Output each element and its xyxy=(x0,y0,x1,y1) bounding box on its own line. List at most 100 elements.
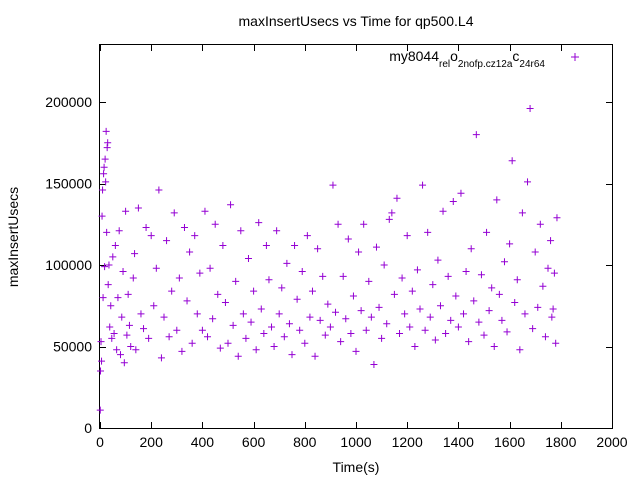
data-point xyxy=(360,220,368,228)
data-point xyxy=(196,269,204,277)
y-axis-label: maxInsertUsecs xyxy=(5,187,21,287)
data-point xyxy=(168,287,176,295)
data-point xyxy=(122,207,130,215)
data-point xyxy=(352,347,360,355)
data-point xyxy=(513,276,521,284)
data-point xyxy=(529,325,537,333)
data-point xyxy=(548,313,556,321)
data-point xyxy=(495,290,503,298)
plot-frame xyxy=(99,44,613,429)
data-point xyxy=(516,346,524,354)
data-point xyxy=(454,323,462,331)
data-point xyxy=(270,343,278,351)
data-point xyxy=(260,329,268,337)
data-point xyxy=(349,292,357,300)
data-point xyxy=(103,144,111,152)
data-point xyxy=(301,339,309,347)
data-point xyxy=(250,287,258,295)
data-point xyxy=(155,186,163,194)
data-point xyxy=(134,204,142,212)
data-point xyxy=(460,310,468,318)
data-point xyxy=(160,313,168,321)
chart-title: maxInsertUsecs vs Time for qp500.L4 xyxy=(239,13,474,29)
data-point xyxy=(344,235,352,243)
data-point xyxy=(431,336,439,344)
data-point xyxy=(219,241,227,249)
data-point xyxy=(536,220,544,228)
data-point xyxy=(424,228,432,236)
data-point xyxy=(247,318,255,326)
data-point xyxy=(308,287,316,295)
data-point xyxy=(426,313,434,321)
data-point xyxy=(303,232,311,240)
data-point xyxy=(337,338,345,346)
data-point xyxy=(145,334,153,342)
data-point xyxy=(118,313,126,321)
data-point xyxy=(201,207,209,215)
x-axis-label: Time(s) xyxy=(333,459,380,475)
data-point xyxy=(224,339,232,347)
data-point xyxy=(442,329,450,337)
data-point xyxy=(244,255,252,263)
data-point xyxy=(370,360,378,368)
data-point xyxy=(120,359,128,367)
data-point xyxy=(488,284,496,292)
data-point xyxy=(283,259,291,267)
data-point xyxy=(229,321,237,329)
data-point xyxy=(362,326,370,334)
data-points xyxy=(96,105,561,414)
data-point xyxy=(319,272,327,280)
y-tick-label: 100000 xyxy=(45,257,92,273)
data-point xyxy=(434,256,442,264)
data-point xyxy=(239,310,247,318)
data-point xyxy=(109,253,117,261)
data-point xyxy=(500,258,508,266)
data-point xyxy=(186,248,194,256)
data-point xyxy=(100,163,108,171)
data-point xyxy=(193,310,201,318)
data-point xyxy=(480,331,488,339)
data-point xyxy=(191,232,199,240)
data-point xyxy=(102,178,110,186)
data-point xyxy=(462,268,470,276)
data-point xyxy=(347,329,355,337)
data-point xyxy=(470,297,478,305)
data-point xyxy=(252,346,260,354)
data-point xyxy=(436,302,444,310)
x-tick-label: 1200 xyxy=(392,434,423,450)
data-point xyxy=(262,241,270,249)
data-point xyxy=(106,323,114,331)
data-point xyxy=(375,303,383,311)
data-point xyxy=(102,127,110,135)
data-point xyxy=(398,274,406,282)
data-point xyxy=(221,299,229,307)
data-point xyxy=(511,299,519,307)
y-axis: 0 50000 100000 150000 200000 xyxy=(45,94,612,436)
data-point xyxy=(198,326,206,334)
data-point xyxy=(372,243,380,251)
data-point xyxy=(99,294,107,302)
data-point xyxy=(275,310,283,318)
data-point xyxy=(104,281,112,289)
data-point xyxy=(204,333,212,341)
data-point xyxy=(326,323,334,331)
data-point xyxy=(163,237,171,245)
data-point xyxy=(467,245,475,253)
data-point xyxy=(293,295,301,303)
data-point xyxy=(447,316,455,324)
data-point xyxy=(105,261,113,269)
data-point xyxy=(152,264,160,272)
data-point xyxy=(541,333,549,341)
data-point xyxy=(429,281,437,289)
data-point xyxy=(314,245,322,253)
data-point xyxy=(419,181,427,189)
data-point xyxy=(183,297,191,305)
data-point xyxy=(107,302,115,310)
data-point xyxy=(396,329,404,337)
data-point xyxy=(170,209,178,217)
data-point xyxy=(173,326,181,334)
data-point xyxy=(140,325,148,333)
data-point xyxy=(390,290,398,298)
data-point xyxy=(296,326,304,334)
data-point xyxy=(306,313,314,321)
